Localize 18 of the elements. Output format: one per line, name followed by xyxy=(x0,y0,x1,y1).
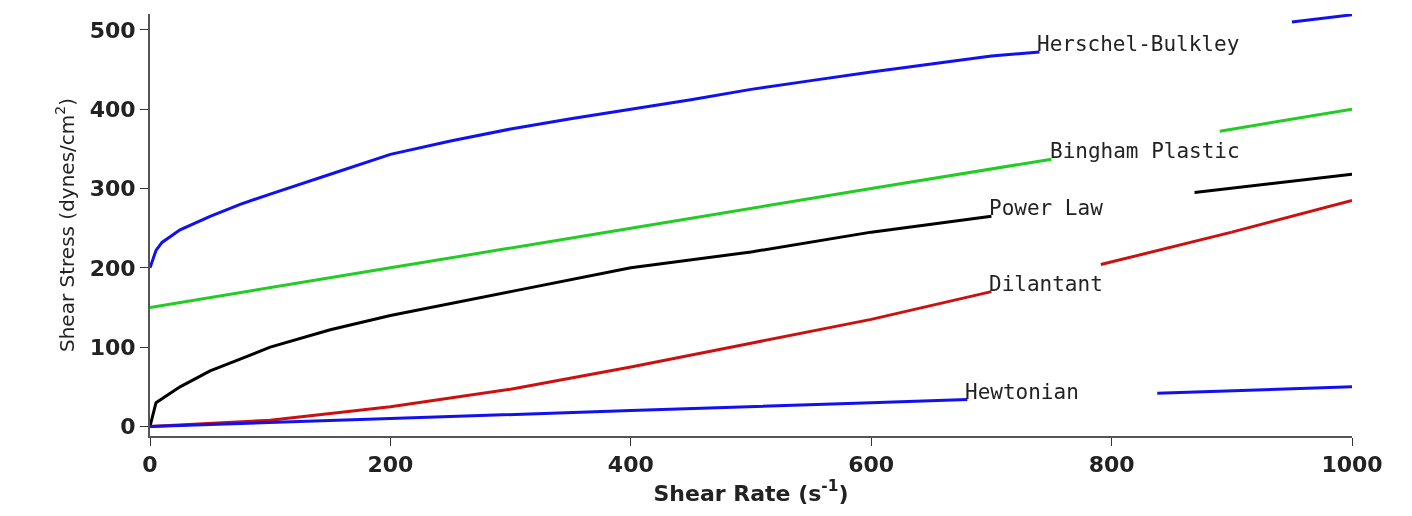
y-tick-label: 500 xyxy=(89,17,136,43)
y-tick-label: 200 xyxy=(89,255,136,281)
series-label: Herschel-Bulkley xyxy=(1037,32,1240,56)
x-tick-label: 200 xyxy=(367,452,414,478)
y-tick-label: 100 xyxy=(89,334,136,360)
x-tick-label: 400 xyxy=(607,452,654,478)
x-tick-label: 600 xyxy=(848,452,895,478)
x-tick-label: 800 xyxy=(1088,452,1135,478)
series-label: Hewtonian xyxy=(965,380,1079,404)
series-label: Power Law xyxy=(989,196,1104,220)
y-tick-label: 300 xyxy=(89,176,136,202)
series-label: Bingham Plastic xyxy=(1050,139,1240,163)
y-tick-label: 400 xyxy=(89,96,136,122)
y-tick-label: 0 xyxy=(120,414,136,440)
series-label: Dilantant xyxy=(989,272,1103,296)
x-tick-label: 1000 xyxy=(1321,452,1383,478)
x-tick-label: 0 xyxy=(142,452,158,478)
x-axis-title: Shear Rate (s$^{-1}$) xyxy=(653,477,849,506)
